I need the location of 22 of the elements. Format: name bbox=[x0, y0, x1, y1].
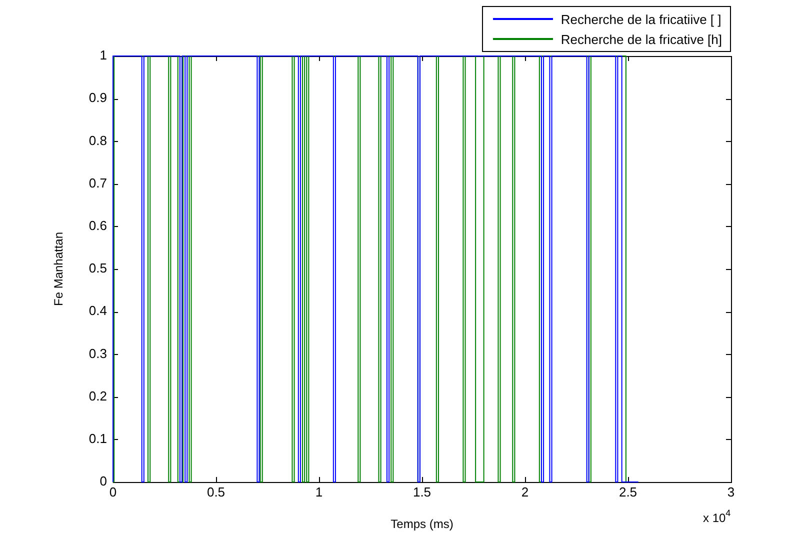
x-tick-label: 1.5 bbox=[412, 484, 432, 500]
y-tick-label: 0.7 bbox=[88, 175, 107, 190]
x-tick-label: 0 bbox=[109, 484, 117, 500]
x-tick-label: 2.5 bbox=[618, 484, 638, 500]
legend-label: Recherche de la fricative [h] bbox=[560, 32, 722, 46]
y-tick-label: 0.3 bbox=[88, 346, 107, 361]
x-tick-label: 2 bbox=[521, 484, 529, 500]
legend-label: Recherche de la fricatiive [ ] bbox=[560, 12, 722, 26]
x-tick-label: 3 bbox=[727, 484, 735, 500]
y-tick-label: 0.9 bbox=[88, 90, 107, 106]
y-axis-title: Fe Manhattan bbox=[52, 232, 66, 306]
y-tick-label: 0.4 bbox=[88, 303, 107, 318]
y-tick-label: 0.5 bbox=[88, 260, 107, 276]
y-tick-label: 0.8 bbox=[88, 132, 107, 148]
y-tick-label: 0.1 bbox=[88, 430, 107, 446]
y-tick-label: 0.2 bbox=[88, 388, 107, 404]
x-tick-label: 1 bbox=[315, 484, 323, 500]
x-tick-label: 0.5 bbox=[206, 484, 226, 500]
y-tick-label: 0.6 bbox=[88, 218, 107, 233]
y-tick-label: 1 bbox=[100, 48, 107, 63]
x-axis-title: Temps (ms) bbox=[390, 517, 454, 532]
y-tick-label: 0 bbox=[100, 474, 107, 489]
